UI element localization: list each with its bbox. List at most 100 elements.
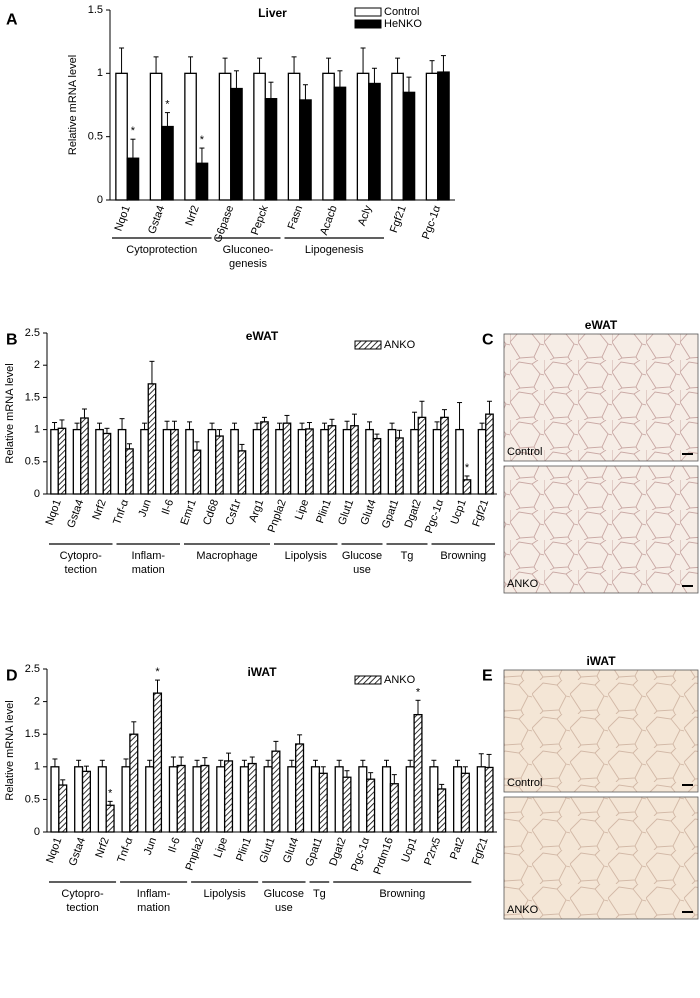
x-tick-label: Cd68	[201, 498, 221, 527]
x-tick-label: Nrf2	[183, 204, 201, 228]
bar	[410, 428, 419, 495]
bar	[264, 98, 278, 201]
bar	[484, 766, 494, 833]
y-tick-label: 0	[34, 488, 40, 500]
bar	[218, 72, 232, 201]
bar	[455, 428, 464, 495]
bar	[72, 428, 82, 495]
x-tick-label: Csf1r	[224, 498, 244, 527]
y-tick-label: 0.5	[88, 131, 103, 143]
bar	[230, 428, 239, 495]
x-tick-label: Acly	[356, 203, 375, 227]
bar	[365, 428, 374, 495]
x-tick-label: Pgc-1α	[423, 497, 446, 535]
x-tick-label: Nrf2	[90, 498, 108, 522]
significance-mark: *	[108, 787, 113, 799]
x-tick-label: Emr1	[179, 498, 199, 527]
legend-label: ANKO	[384, 339, 416, 351]
x-tick-label: Jun	[136, 498, 153, 519]
group-label: tection	[66, 902, 98, 914]
image-label: ANKO	[507, 578, 539, 590]
y-tick-label: 0.5	[25, 456, 40, 468]
bar	[295, 743, 305, 833]
bar	[381, 766, 392, 833]
legend-label: Control	[384, 6, 419, 18]
panel-letter: D	[6, 667, 18, 684]
x-tick-label: Glut1	[257, 836, 277, 865]
group-label: mation	[137, 902, 170, 914]
y-tick-label: 2	[34, 696, 40, 708]
x-tick-label: Plin1	[314, 498, 334, 525]
x-tick-label: Plin1	[234, 836, 254, 863]
image-title: iWAT	[586, 654, 616, 668]
x-tick-label: Fgf21	[470, 498, 491, 529]
group-label: Cytoprotection	[126, 244, 197, 256]
x-tick-label: Nqo1	[113, 204, 133, 233]
x-tick-label: Fgf21	[470, 836, 491, 867]
bar	[195, 162, 209, 201]
x-tick-label: Fasn	[286, 204, 306, 231]
x-tick-label: Nrf2	[93, 836, 111, 860]
bar	[366, 778, 376, 833]
bar	[460, 772, 470, 833]
group-label: Tg	[313, 888, 326, 900]
bar	[342, 776, 352, 833]
legend-swatch	[354, 7, 382, 17]
bar	[320, 428, 329, 495]
bar	[440, 416, 449, 495]
significance-mark: *	[165, 99, 170, 111]
image-label: Control	[507, 446, 542, 458]
y-tick-label: 0	[97, 194, 103, 206]
y-axis-label: Relative mRNA level	[67, 55, 79, 155]
x-tick-label: Arg1	[247, 498, 266, 524]
legend-swatch	[354, 340, 382, 350]
group-label: Gluconeo-	[223, 244, 274, 256]
bar	[405, 766, 415, 833]
bar	[125, 448, 134, 495]
bar	[168, 766, 178, 833]
bar	[117, 428, 127, 495]
x-tick-label: Tnf-α	[115, 835, 135, 864]
bar	[310, 766, 321, 833]
panel-letter: C	[482, 331, 494, 348]
histology-image	[503, 465, 699, 594]
group-label: Tg	[401, 550, 414, 562]
image-label: Control	[507, 777, 542, 789]
bar	[237, 450, 247, 495]
bar	[476, 766, 486, 833]
bar	[275, 428, 284, 495]
x-tick-label: Lipe	[212, 836, 230, 860]
x-tick-label: Ucp1	[449, 498, 469, 526]
y-tick-label: 2.5	[25, 663, 40, 675]
legend-swatch	[354, 19, 382, 29]
group-label: Browning	[440, 550, 486, 562]
significance-mark: *	[131, 125, 136, 137]
bar	[223, 760, 234, 833]
bar	[437, 788, 447, 833]
x-tick-label: Pgc-1α	[420, 203, 443, 241]
x-tick-label: Jun	[142, 836, 159, 857]
bar	[287, 766, 297, 833]
bar	[185, 428, 194, 495]
bar	[350, 425, 359, 495]
legend-label: HeNKO	[384, 18, 422, 30]
bar	[253, 72, 266, 201]
x-tick-label: P2rx5	[422, 836, 443, 867]
bar	[429, 766, 439, 833]
y-tick-label: 1.5	[25, 728, 40, 740]
bar	[263, 766, 273, 833]
group-label: Lipolysis	[285, 550, 328, 562]
bar	[121, 766, 131, 833]
bar	[80, 417, 89, 495]
y-tick-label: 2	[34, 359, 40, 371]
y-tick-label: 2.5	[25, 327, 40, 339]
group-label: Lipolysis	[204, 888, 247, 900]
x-tick-label: Gpat1	[303, 836, 325, 868]
chart-title: eWAT	[246, 329, 279, 343]
histology-image	[503, 796, 699, 920]
chart-title: iWAT	[247, 665, 277, 679]
x-tick-label: Gsta4	[67, 836, 88, 868]
image-label: ANKO	[507, 904, 539, 916]
